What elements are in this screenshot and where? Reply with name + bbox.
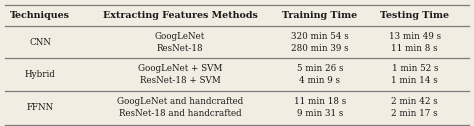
Text: Techniques: Techniques <box>10 11 70 20</box>
Text: Extracting Features Methods: Extracting Features Methods <box>103 11 257 20</box>
Text: Training Time: Training Time <box>283 11 357 20</box>
Text: Hybrid: Hybrid <box>25 70 56 79</box>
Text: 13 min 49 s
11 min 8 s: 13 min 49 s 11 min 8 s <box>389 32 441 53</box>
Text: GoogLeNet
ResNet-18: GoogLeNet ResNet-18 <box>155 32 205 53</box>
Text: 11 min 18 s
9 min 31 s: 11 min 18 s 9 min 31 s <box>294 97 346 118</box>
Text: 5 min 26 s
4 min 9 s: 5 min 26 s 4 min 9 s <box>297 64 343 85</box>
Text: Testing Time: Testing Time <box>380 11 449 20</box>
Text: GoogLeNet + SVM
ResNet-18 + SVM: GoogLeNet + SVM ResNet-18 + SVM <box>138 64 222 85</box>
Text: 320 min 54 s
280 min 39 s: 320 min 54 s 280 min 39 s <box>291 32 349 53</box>
Text: FFNN: FFNN <box>27 103 54 112</box>
Text: 1 min 52 s
1 min 14 s: 1 min 52 s 1 min 14 s <box>392 64 438 85</box>
Text: GoogLeNet and handcrafted
ResNet-18 and handcrafted: GoogLeNet and handcrafted ResNet-18 and … <box>117 97 243 118</box>
Text: CNN: CNN <box>29 38 51 47</box>
Text: 2 min 42 s
2 min 17 s: 2 min 42 s 2 min 17 s <box>392 97 438 118</box>
